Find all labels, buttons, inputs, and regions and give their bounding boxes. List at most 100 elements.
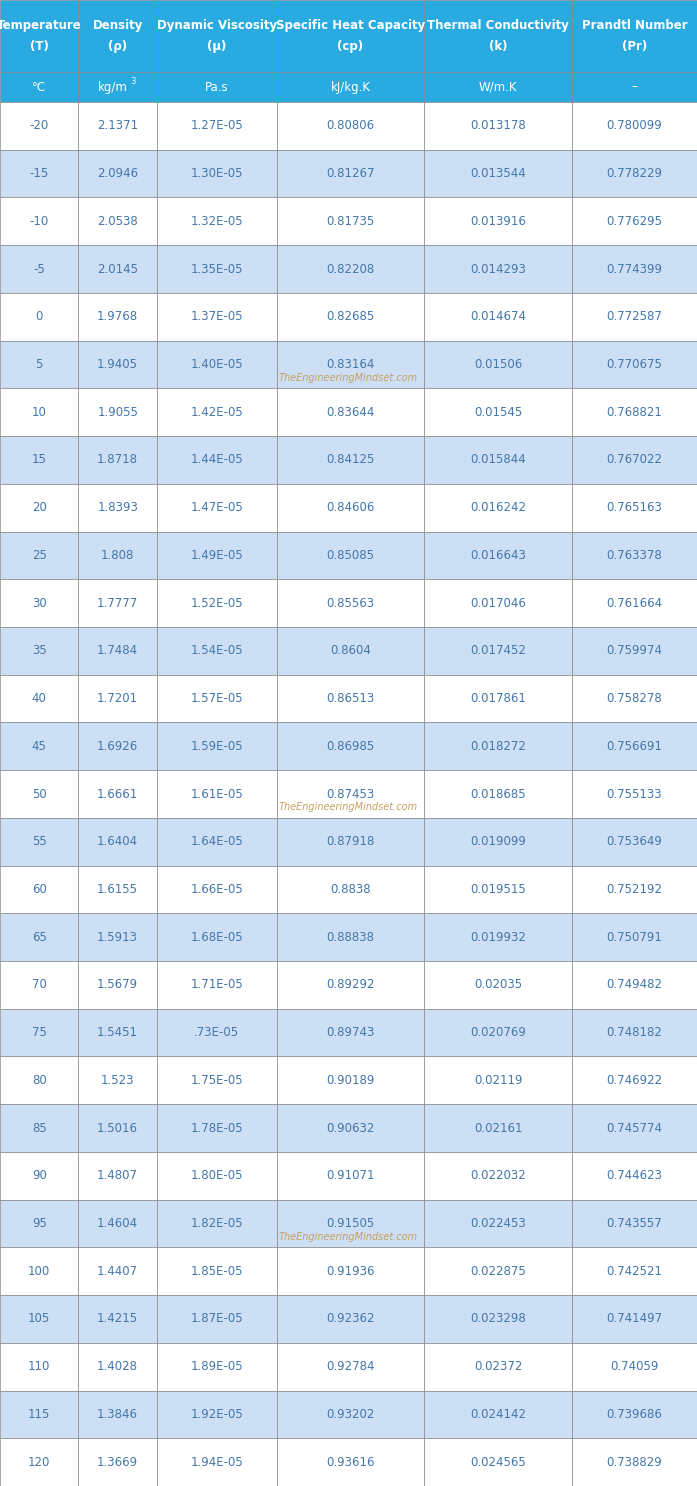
Bar	[0, 532, 78, 580]
Bar	[78, 817, 157, 865]
Text: 2.0538: 2.0538	[98, 215, 138, 227]
Bar	[0, 961, 78, 1009]
Bar	[0, 580, 78, 627]
Bar	[157, 532, 277, 580]
Bar	[0, 722, 78, 770]
Bar	[424, 1296, 572, 1343]
Text: 0.91071: 0.91071	[326, 1169, 375, 1183]
Text: 70: 70	[32, 978, 47, 991]
Bar	[424, 1057, 572, 1104]
Bar	[277, 71, 424, 103]
Bar	[424, 961, 572, 1009]
Text: 1.71E-05: 1.71E-05	[190, 978, 243, 991]
Bar	[157, 388, 277, 435]
Bar	[277, 1152, 424, 1199]
Bar	[572, 961, 697, 1009]
Bar	[157, 1009, 277, 1057]
Text: Dynamic Viscosity: Dynamic Viscosity	[157, 19, 277, 33]
Bar	[157, 1152, 277, 1199]
Text: TheEngineeringMindset.com: TheEngineeringMindset.com	[279, 802, 418, 813]
Text: 0.82685: 0.82685	[326, 311, 374, 324]
Text: Prandtl Number: Prandtl Number	[582, 19, 687, 33]
Bar	[424, 71, 572, 103]
Text: 1.27E-05: 1.27E-05	[190, 119, 243, 132]
Text: 0.8604: 0.8604	[330, 645, 371, 657]
Text: –: –	[631, 80, 638, 94]
Text: 80: 80	[32, 1074, 47, 1086]
Bar	[78, 1438, 157, 1486]
Bar	[572, 1057, 697, 1104]
Bar	[424, 340, 572, 388]
Text: Pa.s: Pa.s	[205, 80, 229, 94]
Text: 0.763378: 0.763378	[606, 548, 662, 562]
Bar	[424, 1391, 572, 1438]
Text: 1.8718: 1.8718	[97, 453, 138, 467]
Bar	[277, 914, 424, 961]
Bar	[0, 1057, 78, 1104]
Bar	[157, 484, 277, 532]
Text: 0.02119: 0.02119	[474, 1074, 522, 1086]
Text: 0.91936: 0.91936	[326, 1265, 375, 1278]
Text: 0.84606: 0.84606	[326, 501, 374, 514]
Text: 0.013178: 0.013178	[470, 119, 526, 132]
Text: 0.013916: 0.013916	[470, 215, 526, 227]
Text: 0.750791: 0.750791	[606, 930, 662, 944]
Bar	[424, 1104, 572, 1152]
Bar	[277, 1009, 424, 1057]
Text: (k): (k)	[489, 40, 507, 52]
Bar	[0, 1247, 78, 1296]
Text: 0.89743: 0.89743	[326, 1027, 374, 1039]
Bar	[78, 245, 157, 293]
Text: 0.772587: 0.772587	[606, 311, 662, 324]
Bar	[0, 817, 78, 865]
Bar	[277, 1199, 424, 1247]
Bar	[78, 1296, 157, 1343]
Text: 0.019515: 0.019515	[470, 883, 526, 896]
Text: 1.6926: 1.6926	[97, 740, 138, 753]
Bar	[157, 914, 277, 961]
Bar	[277, 1296, 424, 1343]
Text: 1.4604: 1.4604	[97, 1217, 138, 1230]
Text: 10: 10	[32, 406, 47, 419]
Text: 90: 90	[32, 1169, 47, 1183]
Text: 0.92784: 0.92784	[326, 1360, 375, 1373]
Bar	[0, 0, 78, 71]
Bar	[277, 1438, 424, 1486]
Text: 0.81735: 0.81735	[326, 215, 374, 227]
Bar	[277, 1057, 424, 1104]
Bar	[424, 627, 572, 675]
Bar	[572, 817, 697, 865]
Text: 0.739686: 0.739686	[606, 1407, 662, 1421]
Bar	[78, 1152, 157, 1199]
Text: 1.75E-05: 1.75E-05	[190, 1074, 243, 1086]
Text: 0.93616: 0.93616	[326, 1456, 375, 1468]
Text: 1.54E-05: 1.54E-05	[190, 645, 243, 657]
Bar	[277, 580, 424, 627]
Bar	[78, 1009, 157, 1057]
Bar	[157, 1296, 277, 1343]
Bar	[78, 675, 157, 722]
Text: 0.88838: 0.88838	[326, 930, 374, 944]
Text: 0.74059: 0.74059	[611, 1360, 659, 1373]
Text: 1.3846: 1.3846	[97, 1407, 138, 1421]
Text: 0.765163: 0.765163	[606, 501, 662, 514]
Bar	[78, 865, 157, 914]
Text: 1.9405: 1.9405	[97, 358, 138, 372]
Text: (Pr): (Pr)	[622, 40, 647, 52]
Bar	[424, 0, 572, 71]
Bar	[572, 580, 697, 627]
Bar	[277, 675, 424, 722]
Text: 1.5913: 1.5913	[97, 930, 138, 944]
Bar	[157, 150, 277, 198]
Bar	[277, 532, 424, 580]
Bar	[0, 1199, 78, 1247]
Bar	[424, 1247, 572, 1296]
Text: 0.738829: 0.738829	[606, 1456, 662, 1468]
Bar	[277, 245, 424, 293]
Bar	[0, 914, 78, 961]
Bar	[277, 865, 424, 914]
Text: 0.746922: 0.746922	[606, 1074, 663, 1086]
Bar	[0, 1296, 78, 1343]
Text: 45: 45	[32, 740, 47, 753]
Bar	[0, 198, 78, 245]
